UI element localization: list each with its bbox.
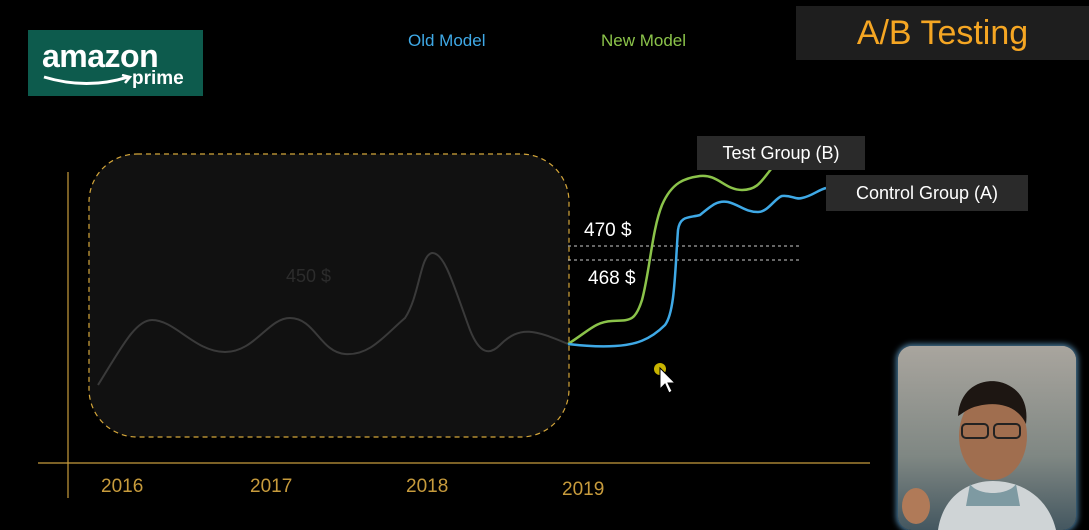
history-region: [88, 153, 570, 438]
price-label-470: 470 $: [584, 220, 632, 241]
x-tick-2016: 2016: [101, 476, 144, 497]
x-tick-2017: 2017: [250, 476, 293, 497]
logo-sub-text: prime: [132, 68, 184, 89]
series-control-group: [567, 186, 827, 348]
logo-smile-icon: [43, 74, 132, 85]
x-tick-2019: 2019: [562, 479, 605, 500]
history-price-label: 450 $: [286, 266, 332, 286]
control-group-label: Control Group (A): [826, 175, 1028, 211]
price-label-468: 468 $: [588, 268, 636, 289]
legend-new-model: New Model: [601, 31, 687, 50]
series-test-group: [567, 167, 773, 346]
presenter-silhouette: [898, 346, 1076, 530]
amazon-prime-logo: amazon prime: [28, 30, 203, 96]
presenter-video: [898, 346, 1076, 530]
history-line: [97, 251, 569, 386]
title-panel: A/B Testing: [796, 6, 1089, 60]
logo-brand-text: amazon: [42, 38, 159, 74]
cursor-icon: [659, 366, 677, 394]
x-tick-2018: 2018: [406, 476, 449, 497]
test-group-label: Test Group (B): [697, 136, 865, 170]
page-title: A/B Testing: [856, 14, 1029, 52]
legend-old-model: Old Model: [408, 31, 486, 50]
